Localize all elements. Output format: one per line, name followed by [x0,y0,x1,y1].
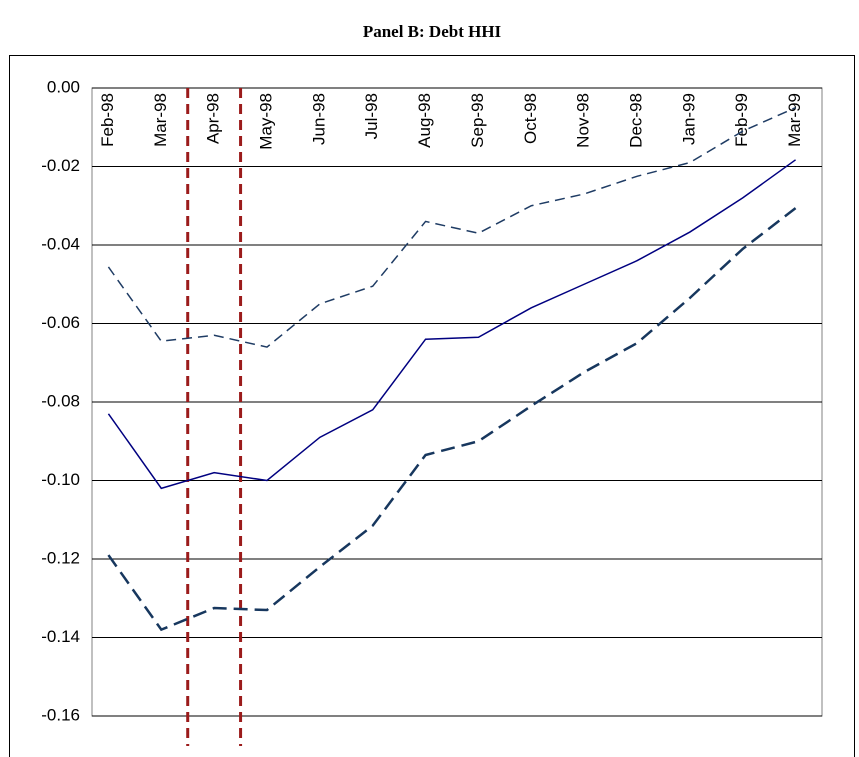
y-tick-label: -0.04 [41,234,80,253]
x-tick-label: Feb-99 [732,93,751,147]
x-tick-label: Oct-98 [521,93,540,144]
y-tick-label: -0.10 [41,470,80,489]
x-tick-label: May-98 [256,93,275,150]
y-tick-label: -0.12 [41,548,80,567]
chart-frame [9,55,855,757]
x-tick-label: Feb-98 [98,93,117,147]
x-tick-label: Sep-98 [468,93,487,148]
x-tick-label: Aug-98 [415,93,434,148]
x-tick-label: Apr-98 [204,93,223,144]
series-line [107,106,796,348]
x-tick-label: Mar-98 [151,93,170,147]
y-tick-label: -0.14 [41,627,80,646]
y-tick-label: 0.00 [47,77,80,96]
y-tick-label: -0.06 [41,313,80,332]
x-tick-label: Nov-98 [574,93,593,148]
y-tick-label: -0.02 [41,156,80,175]
x-tick-label: Jun-98 [309,93,328,145]
x-tick-label: Jan-99 [679,93,698,145]
x-tick-label: Dec-98 [626,93,645,148]
y-tick-label: -0.16 [41,705,80,724]
y-tick-label: -0.08 [41,391,80,410]
series-line [107,159,797,490]
series-line [107,207,797,632]
chart-title: Panel B: Debt HHI [363,22,502,41]
x-tick-label: Jul-98 [362,93,381,139]
x-tick-label: Mar-99 [785,93,804,147]
